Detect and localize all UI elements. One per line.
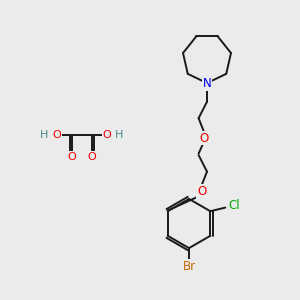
Text: O: O (197, 185, 206, 198)
Text: O: O (102, 130, 111, 140)
Text: H: H (115, 130, 123, 140)
Text: O: O (87, 152, 96, 162)
Text: Br: Br (182, 260, 196, 273)
Text: H: H (40, 130, 49, 140)
Text: N: N (202, 76, 211, 90)
Text: O: O (200, 131, 208, 145)
Text: O: O (68, 152, 76, 162)
Text: O: O (52, 130, 61, 140)
Text: Cl: Cl (228, 199, 239, 212)
